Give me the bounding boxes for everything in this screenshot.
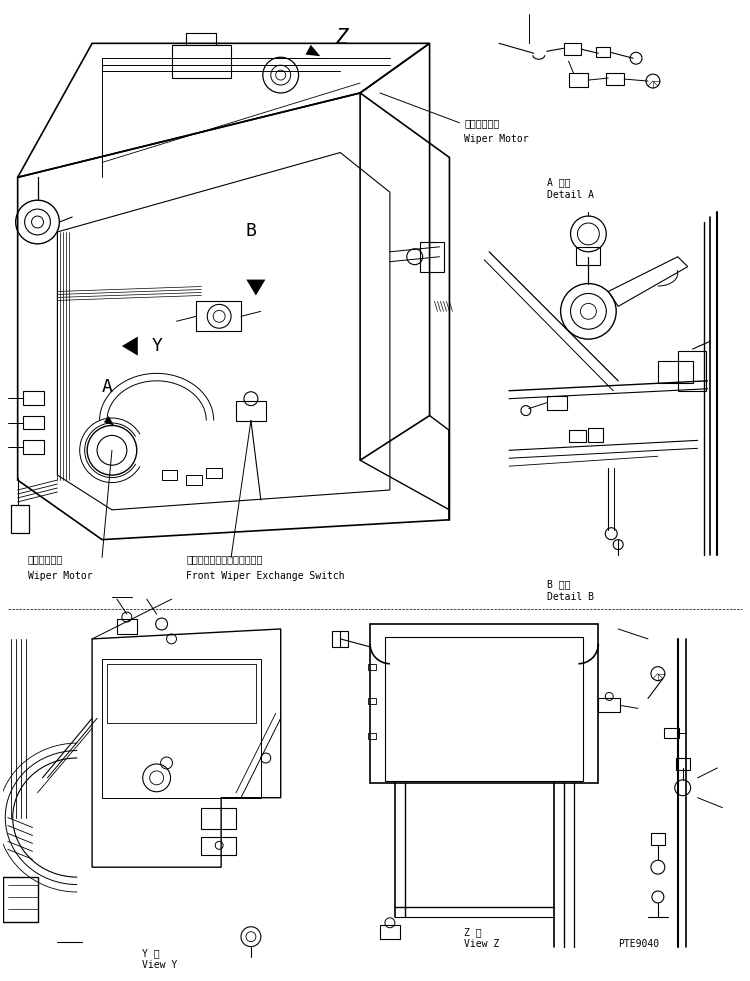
Bar	[589, 429, 603, 442]
Text: Z 視: Z 視	[464, 927, 482, 937]
Bar	[10, 505, 28, 533]
Bar	[385, 637, 584, 781]
Bar	[568, 74, 589, 87]
Bar	[563, 43, 581, 55]
Bar	[380, 925, 400, 939]
Text: View Z: View Z	[464, 939, 500, 949]
Text: Y 視: Y 視	[142, 949, 159, 958]
Bar	[201, 838, 236, 855]
Text: Detail B: Detail B	[547, 593, 594, 602]
Bar	[577, 247, 600, 265]
Bar	[368, 698, 376, 704]
Bar	[658, 361, 693, 383]
Bar	[236, 400, 266, 421]
Bar	[201, 807, 236, 830]
Bar	[332, 631, 348, 646]
Bar	[547, 395, 566, 410]
Bar	[107, 664, 256, 723]
Bar	[102, 659, 261, 798]
Bar	[3, 877, 38, 922]
Bar	[187, 475, 202, 485]
Polygon shape	[122, 336, 138, 355]
Bar	[664, 728, 679, 738]
Polygon shape	[246, 280, 266, 295]
Polygon shape	[305, 45, 320, 56]
Text: View Y: View Y	[142, 960, 177, 970]
Text: PTE9040: PTE9040	[618, 939, 659, 949]
Bar	[568, 431, 586, 442]
Bar	[22, 390, 44, 404]
Text: ワイパモータ
Wiper Motor: ワイパモータ Wiper Motor	[464, 118, 529, 144]
Bar	[22, 440, 44, 454]
Text: Detail A: Detail A	[547, 190, 594, 200]
Bar	[117, 619, 136, 634]
Text: B 詳細: B 詳細	[547, 580, 570, 590]
Bar	[651, 834, 664, 846]
Bar	[420, 242, 445, 272]
Text: Y: Y	[152, 337, 163, 355]
Text: A: A	[102, 378, 113, 395]
Text: ワイバモータ
Wiper Motor: ワイバモータ Wiper Motor	[28, 554, 92, 581]
Bar	[606, 74, 624, 85]
Bar	[678, 351, 706, 390]
Bar	[206, 468, 222, 478]
Bar	[598, 698, 620, 712]
Text: A 詳細: A 詳細	[547, 178, 570, 187]
Bar	[161, 470, 178, 480]
Bar	[368, 664, 376, 670]
Bar	[370, 624, 598, 783]
Text: フロントワイバ切換スイッチ
Front Wiper Exchange Switch: フロントワイバ切換スイッチ Front Wiper Exchange Switc…	[187, 554, 345, 581]
Bar	[22, 416, 44, 430]
Bar	[596, 47, 610, 57]
Polygon shape	[104, 416, 114, 426]
Bar	[196, 301, 241, 332]
Text: B: B	[246, 222, 256, 240]
Bar	[676, 758, 690, 770]
Bar	[368, 733, 376, 739]
Text: Z: Z	[335, 28, 348, 48]
